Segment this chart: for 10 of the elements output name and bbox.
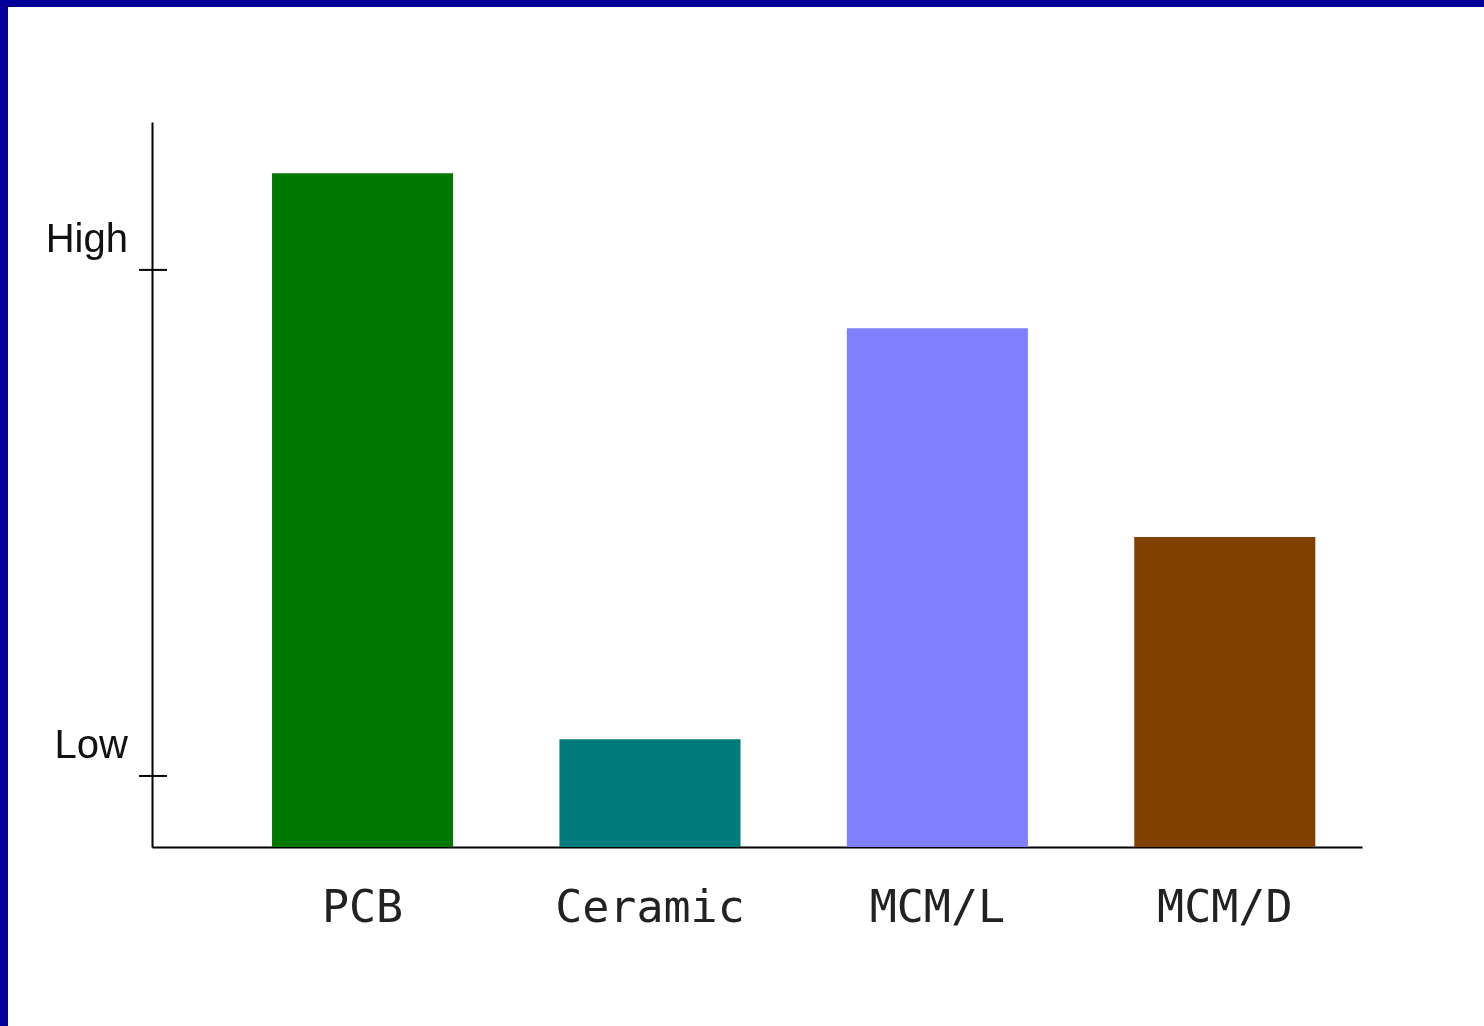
bar [1134, 537, 1316, 847]
x-tick-label: Ceramic [555, 879, 745, 933]
bar [559, 739, 741, 847]
bar [846, 328, 1028, 847]
bar [272, 173, 454, 847]
x-tick-label: MCM/D [1157, 879, 1293, 933]
x-tick-label: MCM/L [869, 879, 1006, 933]
text: High [45, 215, 128, 260]
x-tick-label: PCB [321, 879, 404, 933]
text: Low [54, 721, 129, 766]
